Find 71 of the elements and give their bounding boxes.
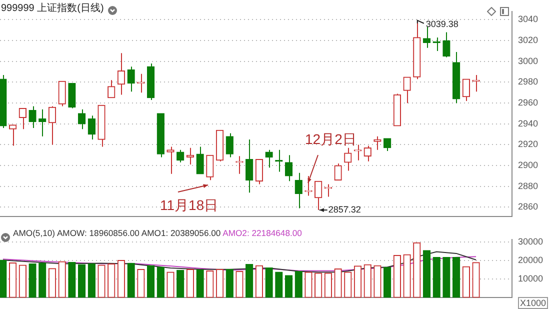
candlestick xyxy=(58,80,66,107)
bar xyxy=(68,262,76,298)
annotation: 2857.32 xyxy=(328,204,361,214)
candlestick xyxy=(294,172,302,209)
y-tick-label: 3000 xyxy=(518,56,538,66)
annotation: 3039.38 xyxy=(426,18,458,29)
candlestick xyxy=(127,66,135,92)
bar xyxy=(442,256,450,298)
candlestick xyxy=(246,139,254,194)
candlestick xyxy=(344,147,352,172)
bar xyxy=(265,268,273,298)
bar xyxy=(422,250,431,298)
candlestick xyxy=(442,32,450,58)
text: AMO2: 22184648.00 xyxy=(222,228,302,238)
y-tick-label: 3020 xyxy=(518,35,538,46)
bar xyxy=(452,256,460,298)
candlestick xyxy=(48,106,56,146)
annotation: 12月2日 xyxy=(305,130,356,147)
candlestick xyxy=(374,136,382,150)
y-tick-label: 2900 xyxy=(518,160,538,170)
candlestick xyxy=(314,180,322,211)
bar xyxy=(146,265,155,298)
bar xyxy=(284,275,293,298)
chart-title: 999999 上证指数(日线) xyxy=(1,2,104,15)
y-tick-label: 20000 xyxy=(518,255,544,266)
candlestick xyxy=(284,154,293,182)
annotation: 11月18日 xyxy=(160,196,218,213)
candlestick xyxy=(88,115,96,140)
candlestick xyxy=(8,124,17,146)
bar xyxy=(246,264,254,298)
candlestick xyxy=(265,149,273,168)
candlestick xyxy=(422,26,431,48)
text: AMOW: 18960856.00 xyxy=(56,228,140,238)
y-tick-label: 3040 xyxy=(518,14,538,24)
candlestick xyxy=(403,76,411,104)
bar xyxy=(432,256,440,298)
y-tick-label: 10000 xyxy=(518,274,544,284)
candlestick xyxy=(226,132,234,158)
y-tick-label: 2940 xyxy=(518,118,538,128)
y-tick-label: 2960 xyxy=(518,98,538,108)
bar xyxy=(88,263,96,298)
candlestick xyxy=(354,144,362,161)
y-tick-label: 2880 xyxy=(518,180,538,191)
y-tick-label: 2920 xyxy=(518,139,538,150)
candlestick xyxy=(196,146,204,174)
bar xyxy=(78,264,86,298)
candlestick xyxy=(68,82,76,109)
y-tick-label: 2860 xyxy=(518,202,538,212)
y-tick-label: 30000 xyxy=(518,236,544,247)
candlestick xyxy=(117,52,126,96)
bar xyxy=(38,262,46,298)
candlestick xyxy=(166,146,174,174)
text: X1000 xyxy=(518,297,548,309)
candlestick xyxy=(324,184,332,198)
bar xyxy=(196,270,204,298)
bar xyxy=(383,266,392,298)
bar xyxy=(226,269,234,298)
candlestick xyxy=(255,158,264,185)
y-tick-label: 2980 xyxy=(518,76,538,87)
candlestick xyxy=(206,154,214,181)
bar xyxy=(294,271,302,298)
bar xyxy=(176,270,184,298)
candlestick xyxy=(334,162,342,181)
text: AMO1: 20389056.00 xyxy=(141,228,221,238)
chart-title: AMO(5,10) xyxy=(13,228,56,238)
bar xyxy=(156,266,164,298)
bar xyxy=(28,263,36,298)
candlestick xyxy=(462,78,470,102)
bar xyxy=(275,272,283,298)
bar xyxy=(0,260,7,298)
bar xyxy=(127,262,135,298)
